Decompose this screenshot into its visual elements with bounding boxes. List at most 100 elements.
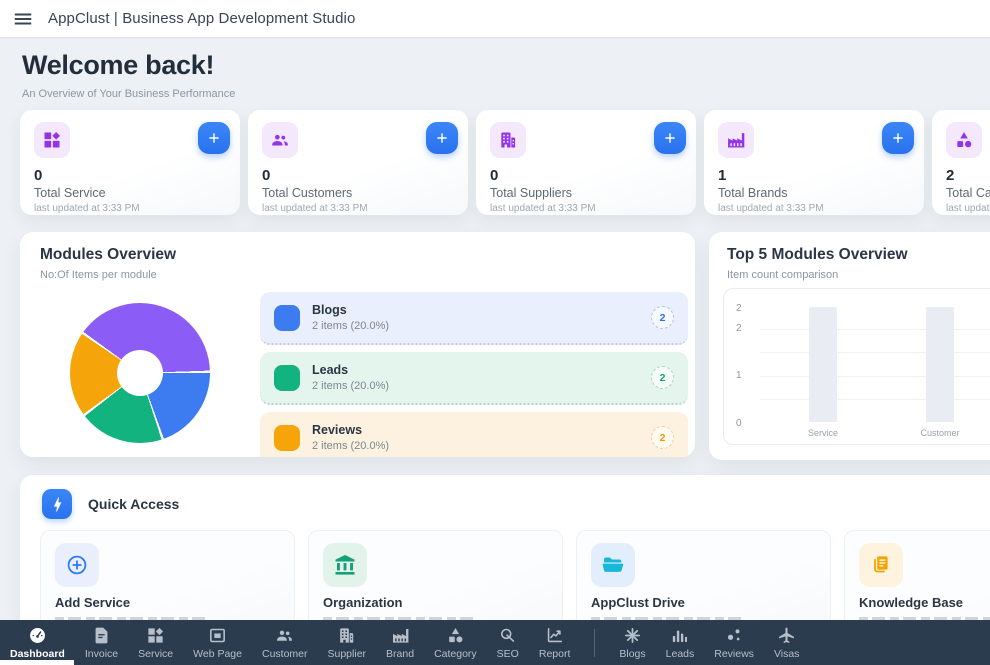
chart-bar xyxy=(809,307,837,422)
legend-detail: 2 items (20.0%) xyxy=(312,380,390,392)
nav-item-web-page[interactable]: Web Page xyxy=(183,620,252,665)
welcome-section: Welcome back! An Overview of Your Busine… xyxy=(22,50,235,100)
donut-chart xyxy=(70,303,210,443)
app-title: AppClust | Business App Development Stud… xyxy=(48,10,356,27)
folder-open-icon xyxy=(591,543,635,587)
bubble-chart-icon xyxy=(725,626,744,645)
quick-card-title: Knowledge Base xyxy=(859,595,964,610)
legend-item-blogs[interactable]: Blogs 2 items (20.0%) 2 xyxy=(260,292,688,345)
stat-updated: last updated at 3:33 PM xyxy=(262,203,368,214)
nav-item-blogs[interactable]: Blogs xyxy=(609,620,655,665)
chart-bar xyxy=(926,307,954,422)
nav-item-brand[interactable]: Brand xyxy=(376,620,424,665)
stat-card-total-customers: 0 Total Customers last updated at 3:33 P… xyxy=(248,110,468,215)
x-axis-label: Service xyxy=(807,428,838,438)
x-axis-label: Customer xyxy=(920,428,960,438)
nav-label: Service xyxy=(138,647,174,660)
invoice-icon xyxy=(92,626,111,645)
nav-label: Leads xyxy=(665,647,695,660)
quick-access-title: Quick Access xyxy=(88,496,180,512)
top5-title: Top 5 Modules Overview xyxy=(727,246,908,263)
legend-item-reviews[interactable]: Reviews 2 items (20.0%) 2 xyxy=(260,412,688,457)
legend-name: Reviews xyxy=(312,423,363,437)
nav-item-report[interactable]: Report xyxy=(529,620,581,665)
stat-label: Total Brands xyxy=(718,186,788,200)
legend-swatch-reviews xyxy=(274,424,300,451)
nav-item-service[interactable]: Service xyxy=(128,620,183,665)
webpage-icon xyxy=(208,626,227,645)
nav-item-leads[interactable]: Leads xyxy=(656,620,705,665)
nav-label: Brand xyxy=(386,647,415,660)
stat-value: 1 xyxy=(718,167,727,184)
stat-label: Total Service xyxy=(34,186,106,200)
add-service-plus-button[interactable] xyxy=(198,122,230,154)
building-icon xyxy=(490,122,526,158)
top5-modules-card: Top 5 Modules Overview Item count compar… xyxy=(709,232,990,460)
nav-item-visas[interactable]: Visas xyxy=(764,620,810,665)
legend-item-leads[interactable]: Leads 2 items (20.0%) 2 xyxy=(260,352,688,405)
legend-swatch-blogs xyxy=(274,304,300,331)
grid-icon xyxy=(146,626,165,645)
factory-icon xyxy=(391,626,410,645)
nav-item-reviews[interactable]: Reviews xyxy=(704,620,764,665)
nav-item-invoice[interactable]: Invoice xyxy=(75,620,128,665)
nav-item-dashboard[interactable]: Dashboard xyxy=(0,620,75,665)
asterisk-icon xyxy=(623,626,642,645)
gridline xyxy=(760,329,990,330)
legend-name: Leads xyxy=(312,363,349,377)
nav-item-category[interactable]: Category xyxy=(424,620,487,665)
nav-label: Visas xyxy=(773,647,800,660)
nav-label: Category xyxy=(434,647,477,660)
bank-icon xyxy=(323,543,367,587)
document-icon xyxy=(859,543,903,587)
airplane-icon xyxy=(777,626,796,645)
clipped-subtitle xyxy=(859,617,990,621)
grid-icon xyxy=(34,122,70,158)
legend-name: Blogs xyxy=(312,303,347,317)
nav-item-supplier[interactable]: Supplier xyxy=(318,620,377,665)
stat-label: Total Categories xyxy=(946,186,990,200)
people-icon xyxy=(275,626,294,645)
nav-item-customer[interactable]: Customer xyxy=(252,620,318,665)
stat-label: Total Customers xyxy=(262,186,353,200)
add-brand-plus-button[interactable] xyxy=(882,122,914,154)
bar-chart-icon xyxy=(670,626,689,645)
stat-card-total-service: 0 Total Service last updated at 3:33 PM xyxy=(20,110,240,215)
stats-row: 0 Total Service last updated at 3:33 PM … xyxy=(20,110,990,215)
clipped-subtitle xyxy=(55,617,205,621)
modules-overview-card: Modules Overview No:Of Items per module … xyxy=(20,232,695,457)
nav-item-seo[interactable]: SEO xyxy=(487,620,529,665)
bottom-nav: Dashboard Invoice Service Web Page Custo… xyxy=(0,620,990,665)
quick-card-title: Add Service xyxy=(55,595,131,610)
nav-label: Supplier xyxy=(327,647,367,660)
quick-access-card: Quick Access Add Service Organization Ap… xyxy=(20,475,990,650)
shapes-icon xyxy=(946,122,982,158)
top5-subtitle: Item count comparison xyxy=(727,269,839,281)
y-axis-tick: 0 xyxy=(736,418,742,429)
gridline xyxy=(760,399,990,400)
add-customer-plus-button[interactable] xyxy=(426,122,458,154)
stat-card-total-suppliers: 0 Total Suppliers last updated at 3:33 P… xyxy=(476,110,696,215)
add-supplier-plus-button[interactable] xyxy=(654,122,686,154)
nav-label: Report xyxy=(538,647,571,660)
menu-icon[interactable] xyxy=(12,8,34,30)
people-icon xyxy=(262,122,298,158)
legend-detail: 2 items (20.0%) xyxy=(312,440,390,452)
magnifier-icon xyxy=(498,626,517,645)
shapes-icon xyxy=(446,626,465,645)
page-subtitle: An Overview of Your Business Performance xyxy=(22,88,236,100)
legend-count-badge: 2 xyxy=(651,366,674,389)
circle-plus-icon xyxy=(55,543,99,587)
modules-overview-title: Modules Overview xyxy=(40,246,177,263)
nav-divider xyxy=(594,628,596,657)
modules-overview-subtitle: No:Of Items per module xyxy=(40,269,157,281)
stat-value: 0 xyxy=(490,167,499,184)
stat-value: 0 xyxy=(34,167,43,184)
nav-label: Web Page xyxy=(193,647,242,660)
y-axis-tick: 2 xyxy=(736,323,742,334)
stat-card-total-brands: 1 Total Brands last updated at 3:33 PM xyxy=(704,110,924,215)
topbar: AppClust | Business App Development Stud… xyxy=(0,0,990,38)
y-axis-tick: 2 xyxy=(736,303,742,314)
nav-label: Customer xyxy=(261,647,308,660)
stat-label: Total Suppliers xyxy=(490,186,572,200)
